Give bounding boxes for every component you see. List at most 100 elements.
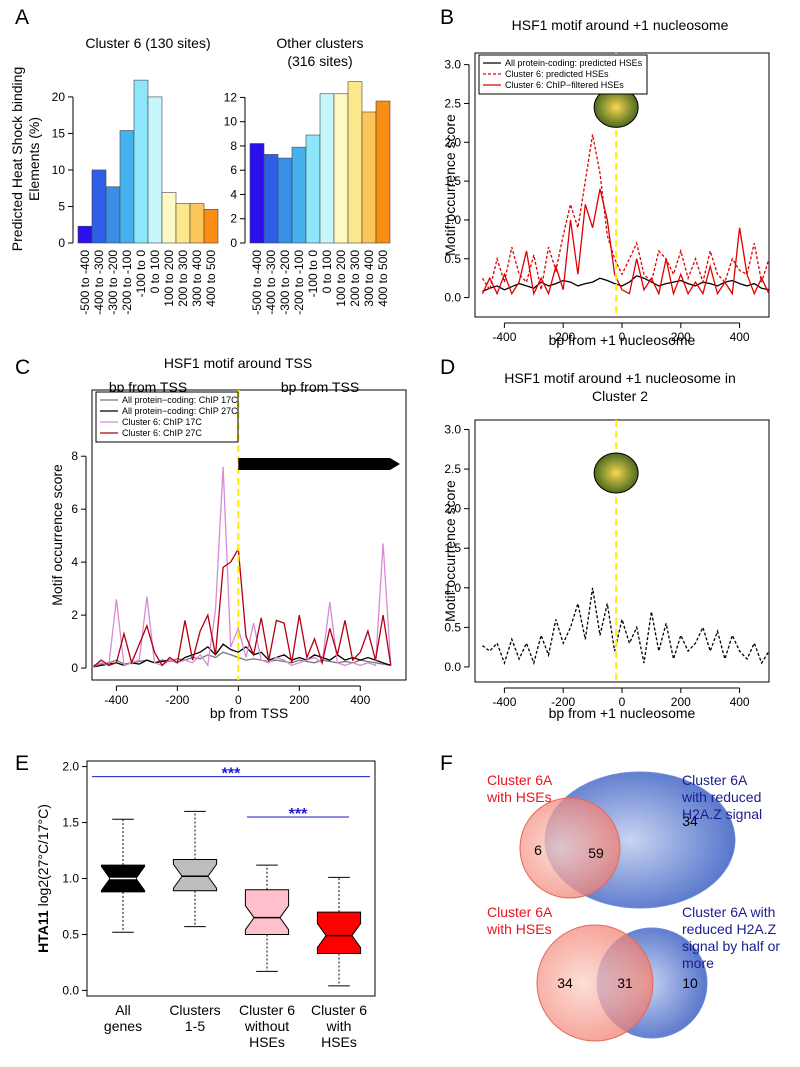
x-tick-label: -500 to -400 [78, 250, 92, 315]
legend-box [95, 391, 239, 443]
x-tick-label: 100 to 200 [334, 250, 348, 307]
venn-label-line: signal by half or [682, 938, 780, 954]
y-tick-label: 6 [71, 502, 78, 516]
y-tick-label: 10 [52, 163, 66, 177]
y-tick-label: 0.5 [444, 252, 461, 266]
y-tick-label: 1.0 [444, 581, 461, 595]
x-axis-label: bp from +1 nucleosome [549, 332, 696, 348]
y-tick-label: 0.0 [62, 983, 79, 997]
y-tick-label: 2 [71, 608, 78, 622]
chart-title: Cluster 6 (130 sites) [85, 35, 210, 51]
x-tick-label-line: HSEs [249, 1034, 285, 1050]
y-axis-label-line: Predicted Heat Shock binding [9, 67, 25, 251]
x-tick-label: 300 to 400 [190, 250, 204, 307]
venn-label-line: with HSEs [486, 921, 552, 937]
series-line [93, 466, 392, 668]
y-tick-label: 12 [224, 90, 238, 104]
x-tick-label-line: genes [104, 1018, 142, 1034]
x-tick-label: 0 to 100 [148, 250, 162, 294]
bar [175, 203, 191, 244]
x-tick-label: -100 to 0 [306, 250, 320, 298]
y-tick-label: 5 [58, 199, 65, 213]
x-tick-label: -200 [165, 693, 189, 707]
panel-letter: E [15, 752, 29, 775]
x-tick-label: 400 [730, 330, 750, 344]
y-axis-label-bold: HTA11 [35, 910, 51, 953]
venn-count: 10 [682, 975, 698, 991]
venn-count: 6 [534, 842, 542, 858]
series-line [481, 188, 770, 297]
y-tick-label: 3.0 [444, 58, 461, 72]
bar [361, 111, 377, 244]
bar [333, 93, 349, 244]
y-tick-label: 8 [71, 449, 78, 463]
x-tick-label: 300 to 400 [362, 250, 376, 307]
bar [277, 157, 293, 244]
x-tick-label: -200 to -100 [292, 250, 306, 315]
venn-label-line: with HSEs [486, 789, 552, 805]
y-tick-label: 15 [52, 126, 66, 140]
bar [305, 134, 321, 244]
bar [189, 203, 205, 244]
x-tick-label-line: All [115, 1002, 131, 1018]
y-tick-label: 1.5 [62, 816, 79, 830]
y-tick-label: 6 [230, 163, 237, 177]
bar [249, 143, 265, 244]
bar [147, 96, 163, 244]
y-tick-label: 1.0 [62, 872, 79, 886]
y-tick-label: 0.0 [444, 291, 461, 305]
nucleosome-icon [593, 452, 639, 494]
venn-count: 59 [588, 845, 604, 861]
y-tick-label: 2.0 [444, 135, 461, 149]
legend-label: Cluster 6: ChIP−filtered HSEs [505, 80, 624, 90]
plot-frame [474, 419, 770, 683]
series-line [93, 546, 392, 668]
panel-letter: B [440, 6, 454, 29]
legend-label: All protein-coding: predicted HSEs [505, 58, 643, 68]
y-tick-label: 0.5 [444, 620, 461, 634]
venn-label: Cluster 6A with reduced H2A.Z signal [681, 772, 762, 822]
chart-title-line: (316 sites) [287, 53, 352, 69]
chart-title-line: Cluster 6 (130 sites) [85, 35, 210, 51]
bar [105, 186, 121, 244]
y-axis-label-line: Motif occurrence score [49, 464, 65, 606]
y-tick-label: 0.5 [62, 927, 79, 941]
x-tick-label-line: 1-5 [185, 1018, 205, 1034]
venn-label-line: Cluster 6A [682, 772, 748, 788]
venn-set [536, 924, 654, 1042]
x-tick-label: Cluster 6 with HSEs [311, 1002, 367, 1050]
panel-letter: D [440, 356, 455, 379]
bar [291, 146, 307, 244]
y-tick-label: 2.0 [62, 760, 79, 774]
y-tick-label: 0 [58, 236, 65, 250]
bar [263, 154, 279, 244]
x-tick-label: All genes [104, 1002, 142, 1034]
x-tick-label: 400 [730, 695, 750, 709]
chart-title-line: Cluster 2 [592, 388, 648, 404]
bar [119, 130, 135, 244]
bar [347, 81, 363, 244]
venn-label: Cluster 6A with reduced H2A.Z signal by ha… [682, 904, 780, 971]
legend-label: Cluster 6: ChIP 17C [122, 417, 202, 427]
y-tick-label: 2.5 [444, 462, 461, 476]
y-tick-label: 0.0 [444, 660, 461, 674]
y-tick-label: 10 [224, 115, 238, 129]
venn-count: 31 [617, 975, 633, 991]
venn-label-line: with reduced [681, 789, 761, 805]
y-axis-label-rest: log2(27°C/17°C) [35, 804, 51, 906]
legend-label: Cluster 6: predicted HSEs [505, 69, 609, 79]
venn-label: Cluster 6A with HSEs [486, 904, 553, 937]
x-axis-label: bp from TSS [109, 379, 187, 395]
y-tick-label: 2.5 [444, 96, 461, 110]
venn-label-line: Cluster 6A with [682, 904, 775, 920]
y-tick-label: 2 [230, 212, 237, 226]
x-tick-label-line: without [244, 1018, 289, 1034]
series-line [482, 275, 770, 292]
gene-arrow [238, 458, 400, 470]
chart-title: Other clusters (316 sites) [276, 35, 363, 69]
x-tick-label: -400 to -300 [264, 250, 278, 315]
x-tick-label: -300 to -200 [278, 250, 292, 315]
x-tick-label: -400 [492, 330, 516, 344]
y-tick-label: 2.0 [444, 502, 461, 516]
